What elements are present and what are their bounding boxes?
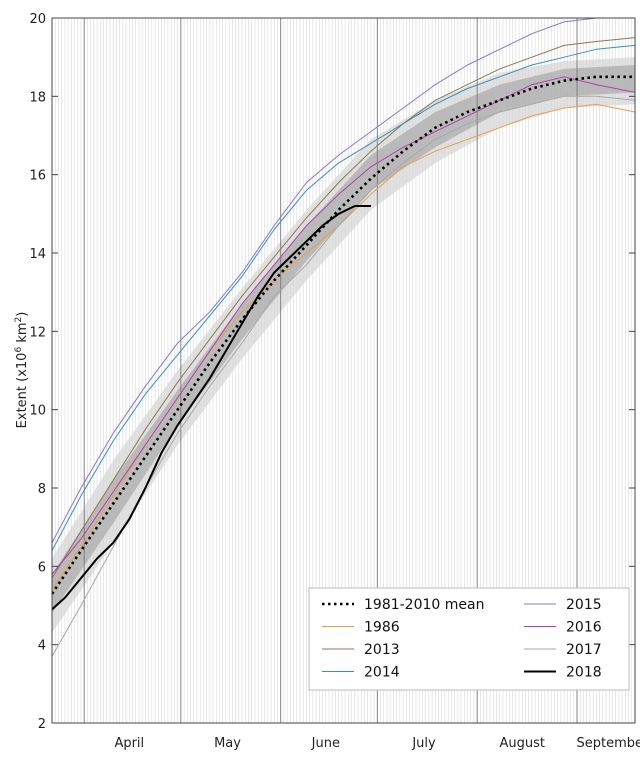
x-axis-month-labels: April May June July August September [114,736,640,751]
x-month-label: May [214,736,241,751]
series-line-2015 [52,18,635,544]
y-tick-label: 16 [29,169,46,184]
legend-label: 2014 [364,665,400,681]
y-tick-label: 14 [29,247,46,262]
legend-label: 2016 [566,620,602,636]
outer-envelope [52,57,635,633]
legend-label: 2013 [364,642,400,658]
legend-label: 1986 [364,620,400,636]
y-axis-ticks: 2 4 6 8 10 12 14 16 18 20 [29,12,635,732]
legend-label: 2017 [566,642,602,658]
y-tick-label: 8 [38,482,46,497]
series-line-2016 [52,76,635,575]
variability-envelopes [52,57,635,633]
x-month-label: April [114,736,144,751]
y-tick-label: 2 [38,717,46,732]
legend-label: 2015 [566,597,602,613]
legend: 1981-2010 mean 1986 2013 2014 2015 2016 2017 20… [308,587,630,691]
x-month-label: June [311,736,340,751]
x-month-label: September [577,736,640,751]
y-axis-title: Extent (x106 km2) [14,312,30,429]
series-line-2018 [52,205,371,611]
x-month-label: July [411,736,436,751]
y-tick-label: 20 [29,12,46,27]
series-line-2013 [52,37,635,579]
y-tick-label: 4 [38,639,46,654]
y-tick-label: 12 [29,325,46,340]
series-lines [52,18,635,657]
x-month-label: August [500,736,546,751]
legend-label: 2018 [566,665,602,681]
y-tick-label: 18 [29,90,46,105]
series-line-2014 [52,44,635,551]
y-tick-label: 10 [29,404,46,419]
y-tick-label: 6 [38,560,46,575]
legend-box [308,587,630,691]
plot-frame [51,17,636,724]
legend-label: 1981-2010 mean [364,597,484,613]
